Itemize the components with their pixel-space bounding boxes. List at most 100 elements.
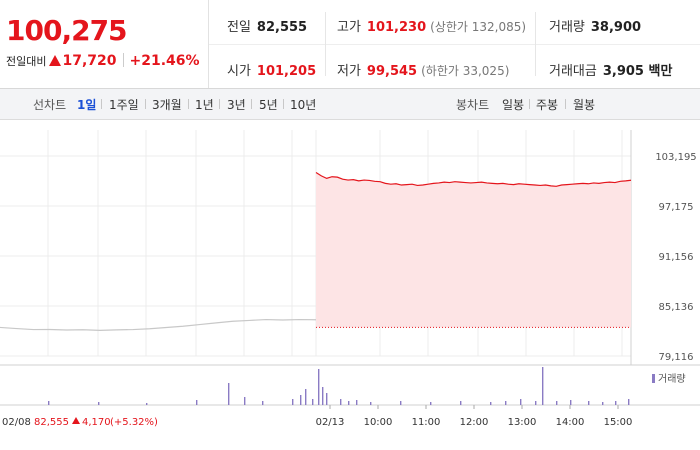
volume-bar — [196, 400, 198, 405]
tab-5y[interactable]: 5년 — [259, 98, 278, 112]
volume-bar — [602, 402, 604, 405]
tab-weekly[interactable]: 주봉 — [536, 98, 559, 112]
tab-1y[interactable]: 1년 — [195, 98, 214, 112]
volume-bar — [556, 401, 558, 405]
change-percent: +21.46% — [129, 53, 200, 69]
stat-prev-close: 전일 82,555 — [227, 16, 307, 35]
stat-value: 101,205 — [256, 64, 317, 79]
volume-bar — [300, 395, 302, 405]
volume-bar — [312, 399, 314, 405]
x-tick-label: 13:00 — [508, 417, 537, 428]
divider — [325, 12, 326, 76]
divider — [565, 99, 566, 109]
tab-3y[interactable]: 3년 — [227, 98, 246, 112]
volume-bar — [326, 393, 328, 405]
divider — [145, 99, 146, 109]
divider — [283, 99, 284, 109]
x-tick-label: 15:00 — [604, 417, 633, 428]
stat-label: 시가 — [227, 64, 251, 79]
volume-bar — [305, 389, 307, 405]
divider — [122, 53, 124, 67]
volume-bar — [570, 400, 572, 405]
volume-bars — [48, 367, 630, 405]
tab-daily[interactable]: 일봉 — [502, 98, 525, 112]
upper-limit: (상한가 132,085) — [430, 20, 527, 34]
prev-date: 02/08 — [2, 417, 31, 428]
y-tick-label: 85,136 — [659, 302, 694, 313]
prev-day-line — [0, 318, 317, 331]
tab-3m[interactable]: 3개월 — [152, 98, 182, 112]
stat-label: 저가 — [337, 64, 361, 79]
x-axis-ticks: 02/13 10:00 11:00 12:00 13:00 14:00 15:00 — [316, 405, 633, 428]
today-area — [316, 172, 631, 328]
today-series — [315, 172, 632, 187]
stat-trade-value: 거래대금 3,905 백만 — [549, 60, 672, 79]
volume-bar — [505, 401, 507, 405]
tab-monthly[interactable]: 월봉 — [573, 98, 596, 112]
divider — [188, 99, 189, 109]
volume-bar — [430, 402, 432, 405]
stat-label: 전일 — [227, 20, 251, 35]
volume-bar — [400, 401, 402, 405]
divider — [251, 99, 252, 109]
volume-bar — [98, 402, 100, 405]
volume-bar — [146, 403, 148, 405]
price-box: 100,275 전일대비 17,720 +21.46% — [0, 0, 209, 88]
stat-volume: 거래량 38,900 — [549, 16, 641, 35]
line-chart-label: 선차트 — [33, 98, 67, 112]
volume-bar — [628, 399, 630, 405]
y-axis-ticks: 103,195 97,175 91,156 85,136 79,116 — [655, 152, 696, 363]
stat-value: 38,900 — [590, 20, 642, 35]
up-triangle-icon — [72, 417, 80, 424]
stat-label: 거래량 — [549, 20, 585, 35]
current-price: 100,275 — [6, 14, 128, 47]
volume-bar — [228, 383, 230, 405]
legend-label: 거래량 — [658, 373, 686, 385]
legend-swatch — [652, 374, 655, 383]
volume-bar — [588, 401, 590, 405]
y-tick-label: 103,195 — [655, 152, 696, 163]
volume-bar — [615, 401, 617, 405]
x-tick-label: 14:00 — [556, 417, 585, 428]
period-toolbar: 선차트 1일 1주일 3개월 1년 3년 5년 10년 봉차트 일봉 주봉 월봉 — [0, 89, 700, 120]
lower-limit: (하한가 33,025) — [421, 64, 510, 78]
x-tick-label: 02/13 — [316, 417, 345, 428]
quote-header: 100,275 전일대비 17,720 +21.46% 전일 82,555 고가 101… — [0, 0, 700, 89]
change-label: 전일대비 — [6, 55, 47, 68]
price-chart: 103,195 97,175 91,156 85,136 79,116 02/13 10:… — [0, 130, 700, 428]
volume-bar — [542, 367, 544, 405]
stats-panel: 전일 82,555 고가 101,230 (상한가 132,085) 거래량 38,90… — [209, 0, 700, 88]
divider — [529, 99, 530, 109]
change-row: 전일대비 17,720 +21.46% — [6, 53, 200, 69]
tab-1w[interactable]: 1주일 — [109, 98, 139, 112]
y-tick-label: 97,175 — [659, 202, 694, 213]
tab-10y[interactable]: 10년 — [290, 98, 317, 112]
volume-bar — [244, 397, 246, 405]
volume-bar — [535, 401, 537, 405]
prev-change: 4,170 — [82, 417, 111, 428]
y-tick-label: 79,116 — [659, 352, 694, 363]
change-value: 17,720 — [62, 53, 117, 69]
stat-low: 저가 99,545 (하한가 33,025) — [337, 60, 509, 79]
stat-label: 거래대금 — [549, 64, 597, 79]
volume-bar — [48, 401, 50, 405]
today-line — [315, 172, 632, 187]
volume-bar — [490, 402, 492, 405]
x-tick-label: 10:00 — [364, 417, 393, 428]
divider — [209, 44, 700, 45]
stat-open: 시가 101,205 — [227, 60, 316, 79]
prev-day-series — [0, 318, 317, 331]
today-area-fill — [316, 172, 631, 328]
prev-percent: (+5.32%) — [110, 417, 158, 428]
volume-bar — [322, 387, 324, 405]
volume-bar — [520, 399, 522, 405]
divider — [219, 99, 220, 109]
stat-label: 고가 — [337, 20, 361, 35]
tab-1d[interactable]: 1일 — [77, 98, 97, 112]
stat-value: 82,555 — [256, 20, 308, 35]
volume-bar — [370, 402, 372, 405]
y-tick-label: 91,156 — [659, 252, 694, 263]
volume-bar — [460, 401, 462, 405]
x-tick-label: 11:00 — [412, 417, 441, 428]
volume-bar — [318, 369, 320, 405]
